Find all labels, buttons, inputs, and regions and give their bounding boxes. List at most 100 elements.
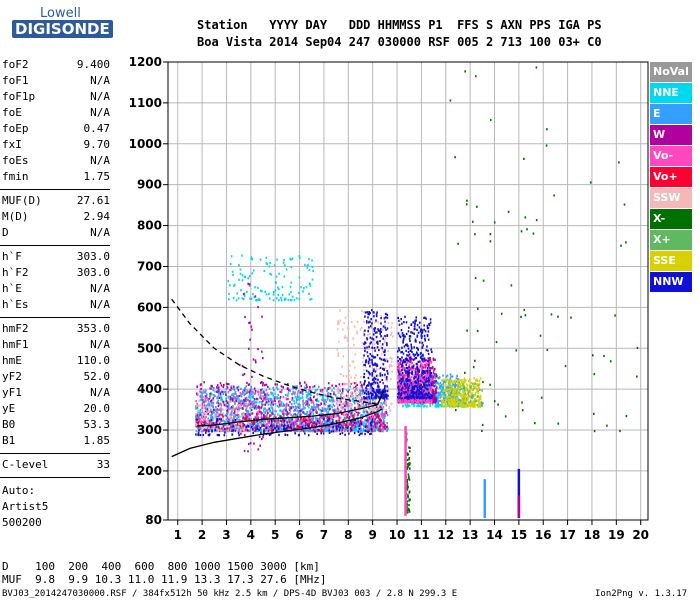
echo-point-e xyxy=(439,385,441,388)
echo-point-nne xyxy=(302,290,304,293)
echo-point-vo xyxy=(426,399,429,402)
echo-point-e xyxy=(289,406,291,409)
echo-point-nne xyxy=(207,400,210,403)
echo-point-e xyxy=(196,416,199,419)
echo-point-vo xyxy=(241,430,244,433)
echo-point-vo xyxy=(246,418,249,421)
echo-point-e xyxy=(331,414,334,417)
echo-point-vo xyxy=(416,399,419,402)
echo-point-vo xyxy=(229,428,231,432)
logo-text-lowell: Lowell xyxy=(40,6,81,21)
echo-point-vo xyxy=(280,404,282,407)
echo-point-e xyxy=(369,400,371,403)
echo-point-nne xyxy=(239,268,242,271)
echo-point-w xyxy=(401,390,404,393)
echo-point-e xyxy=(312,418,314,421)
echo-point-w xyxy=(227,421,230,424)
echo-point-w xyxy=(212,408,215,411)
echo-point-e xyxy=(291,421,294,424)
echo-point-nne xyxy=(320,394,323,397)
echo-point-e xyxy=(442,374,444,377)
echo-point-ssw xyxy=(338,340,340,343)
echo-point-ssw xyxy=(336,328,339,331)
echo-point-vo xyxy=(260,391,262,394)
echo-point-w xyxy=(219,382,222,385)
echo-point-nne xyxy=(254,286,256,289)
echo-point-nne xyxy=(239,272,242,275)
echo-point-ssw xyxy=(385,402,387,405)
echo-point-vo xyxy=(398,375,401,378)
echo-point-w xyxy=(209,392,212,395)
echo-point-e xyxy=(282,402,285,405)
y-tick-label: 300 xyxy=(137,423,162,437)
echo-point-ssw xyxy=(216,413,219,416)
echo-point-e xyxy=(454,383,456,386)
echo-point-vo xyxy=(430,386,433,389)
echo-point-vo xyxy=(319,418,321,421)
echo-point-w xyxy=(273,419,276,422)
echo-point-e xyxy=(271,402,273,405)
echo-point-w xyxy=(425,378,427,381)
echo-point-nne xyxy=(227,395,229,398)
echo-point-nne xyxy=(250,297,253,300)
echo-point-e xyxy=(200,414,203,417)
echo-point-vo xyxy=(291,427,294,430)
echo-point-w xyxy=(287,389,290,392)
header-row-values: Boa Vista 2014 Sep04 247 030000 RSF 005 … xyxy=(197,35,602,49)
echo-point-w xyxy=(231,397,234,400)
echo-point-e xyxy=(259,394,262,397)
echo-point-e xyxy=(240,394,242,397)
echo-point-e xyxy=(266,426,269,430)
echo-point-nne xyxy=(257,299,259,302)
echo-point-vo xyxy=(427,400,429,403)
echo-point-nne xyxy=(281,285,284,289)
echo-point-nne xyxy=(246,389,248,392)
echo-point-nne xyxy=(313,404,315,407)
param-separator xyxy=(0,453,110,454)
echo-point-vo xyxy=(245,391,248,394)
echo-point-w xyxy=(397,398,400,401)
echo-point-ssw xyxy=(356,396,358,399)
param-value: 9.70 xyxy=(83,138,111,151)
echo-point-vo xyxy=(270,426,272,429)
echo-point-w xyxy=(355,385,357,388)
echo-point-e xyxy=(437,391,439,394)
echo-point-e xyxy=(205,422,207,425)
echo-point-e xyxy=(356,388,358,391)
echo-point-e xyxy=(277,388,279,391)
echo-point-vo xyxy=(425,385,428,388)
echo-point-vo xyxy=(401,383,403,386)
echo-point-w xyxy=(300,409,302,413)
echo-point-e xyxy=(283,414,285,417)
echo-point-w xyxy=(418,370,420,374)
echo-point-vo xyxy=(415,379,418,382)
echo-point-vo xyxy=(321,390,323,393)
echo-point-e xyxy=(200,391,203,394)
echo-point-w xyxy=(340,396,342,399)
echo-point-e xyxy=(226,419,229,422)
echo-point-e xyxy=(202,391,204,394)
echo-point-e xyxy=(249,429,251,432)
echo-point-e xyxy=(210,417,212,420)
echo-point-vo xyxy=(231,408,234,411)
echo-point-e xyxy=(333,421,335,424)
echo-point-e xyxy=(325,400,327,404)
echo-point-w xyxy=(243,398,245,402)
echo-point-ssw xyxy=(386,358,388,361)
echo-point-w xyxy=(300,385,302,388)
echo-point-nne xyxy=(252,400,255,403)
echo-point-vo xyxy=(257,391,260,394)
echo-point-w xyxy=(309,412,312,415)
echo-point-vo xyxy=(270,414,272,417)
echo-point-ssw xyxy=(372,341,374,344)
echo-point-ssw xyxy=(233,423,236,426)
echo-point-vo xyxy=(365,429,367,433)
echo-point-w xyxy=(243,417,246,420)
echo-point-nne xyxy=(345,389,348,392)
echo-point-e xyxy=(312,385,314,389)
echo-point-e xyxy=(234,408,236,411)
echo-point-vo xyxy=(228,408,230,411)
echo-point-e xyxy=(321,413,324,416)
echo-point-w xyxy=(422,360,424,363)
echo-point-e xyxy=(293,430,296,433)
